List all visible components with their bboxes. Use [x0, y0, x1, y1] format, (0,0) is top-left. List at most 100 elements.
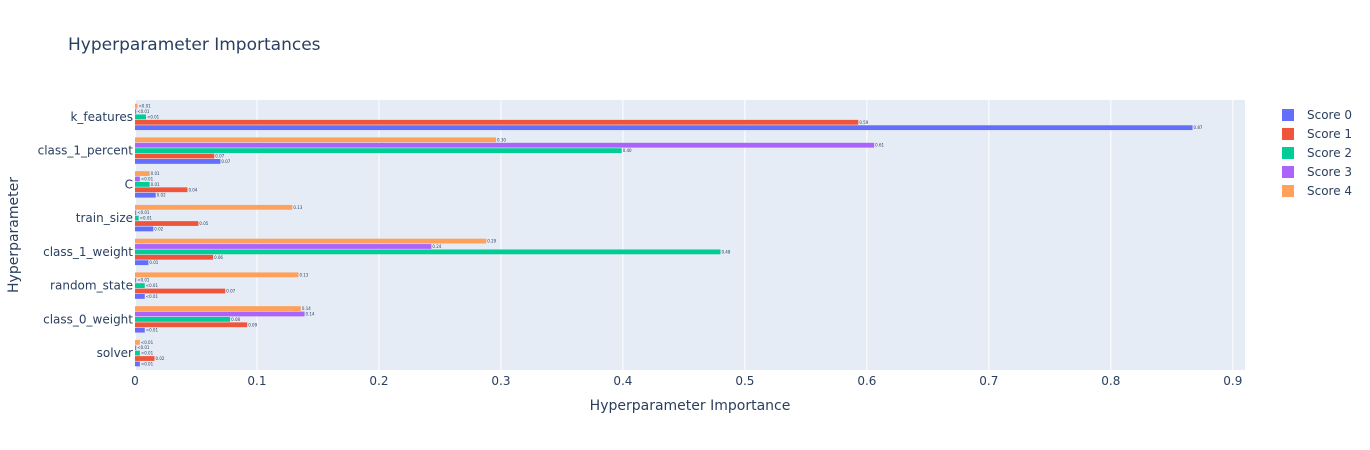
bar — [135, 283, 145, 289]
chart-title: Hyperparameter Importances — [68, 35, 321, 55]
x-tick-label: 0.7 — [979, 374, 998, 388]
bar — [135, 361, 140, 367]
bar-data-label: <0.01 — [146, 294, 159, 299]
bar — [135, 306, 301, 311]
bar-data-label: <0.01 — [137, 210, 150, 215]
bar — [135, 148, 622, 154]
bar-data-label: 0.06 — [214, 255, 223, 260]
bar-data-label: <0.01 — [137, 109, 150, 114]
bar — [135, 350, 140, 356]
bar-data-label: 0.48 — [721, 249, 730, 254]
bar-data-label: 0.61 — [875, 143, 884, 148]
bar — [135, 244, 432, 249]
bar-data-label: <0.01 — [147, 114, 160, 119]
bar-data-label: 0.08 — [231, 317, 240, 322]
legend-swatch — [1282, 109, 1294, 121]
bar — [135, 171, 150, 176]
legend-entry: Score 1 — [1307, 127, 1352, 141]
bar-data-label: 0.59 — [859, 120, 868, 125]
x-tick-label: 0.5 — [735, 374, 754, 388]
bar-data-label: <0.01 — [146, 283, 159, 288]
bar — [135, 345, 137, 351]
legend-swatch — [1282, 185, 1294, 197]
y-axis-title: Hyperparameter — [6, 177, 22, 293]
y-tick-label: C — [125, 177, 133, 191]
bar — [135, 249, 721, 255]
legend-entry: Score 4 — [1307, 184, 1352, 198]
bar-data-label: 0.01 — [151, 171, 160, 176]
y-tick-label: solver — [97, 346, 133, 360]
bar — [135, 221, 199, 226]
y-tick-label: train_size — [76, 211, 133, 225]
bar — [135, 192, 156, 198]
bar-data-label: <0.01 — [138, 104, 151, 109]
bar-data-label: <0.01 — [141, 176, 154, 181]
legend: Score 0 Score 1 Score 2 Score 3 Score 4 — [1282, 108, 1352, 198]
bar-data-label: <0.01 — [146, 328, 159, 333]
bar-data-label: 0.01 — [151, 182, 160, 187]
bar-data-label: <0.01 — [140, 216, 153, 221]
x-tick-label: 0.4 — [613, 374, 632, 388]
legend-swatch — [1282, 166, 1294, 178]
bar-data-label: 0.02 — [156, 356, 165, 361]
y-tick-label: random_state — [50, 279, 133, 293]
bar — [135, 103, 138, 109]
bar — [135, 238, 487, 244]
bar — [135, 316, 231, 322]
bar-data-label: <0.01 — [141, 340, 154, 345]
bar — [135, 327, 145, 333]
bar — [135, 254, 214, 260]
bar — [135, 125, 1193, 131]
bar-data-label: 0.13 — [299, 272, 308, 277]
bar — [135, 119, 859, 125]
bar-data-label: 0.07 — [221, 159, 230, 164]
bar-data-label: 0.07 — [215, 154, 224, 159]
bar — [135, 260, 149, 266]
x-tick-label: 0.2 — [369, 374, 388, 388]
bar — [135, 277, 137, 283]
bar — [135, 215, 139, 221]
bar — [135, 294, 145, 299]
x-axis-title: Hyperparameter Importance — [590, 398, 791, 414]
bar — [135, 159, 221, 164]
bar — [135, 311, 305, 317]
x-tick-label: 0 — [131, 374, 139, 388]
y-tick-label: k_features — [70, 110, 133, 124]
bar — [135, 272, 299, 278]
bar-data-label: 0.01 — [149, 260, 158, 265]
legend-swatch — [1282, 147, 1294, 159]
bar-data-label: 0.14 — [302, 306, 311, 311]
y-tick-label: class_1_weight — [43, 245, 133, 259]
x-tick-label: 0.1 — [247, 374, 266, 388]
y-tick-labels: k_features class_1_percent Ctrain_sizeclas… — [38, 110, 134, 360]
bar-data-label: 0.13 — [293, 205, 302, 210]
x-tick-label: 0.3 — [491, 374, 510, 388]
bar — [135, 153, 215, 159]
bar — [135, 322, 248, 328]
bar-data-label: <0.01 — [137, 278, 150, 283]
legend-entry: Score 3 — [1307, 165, 1352, 179]
bar — [135, 187, 188, 193]
bar-data-label: 0.30 — [497, 137, 506, 142]
x-tick-label: 0.9 — [1223, 374, 1242, 388]
bar-data-label: 0.09 — [248, 322, 257, 327]
bar — [135, 210, 137, 216]
legend-entry: Score 2 — [1307, 146, 1352, 160]
x-tick-labels: 0 0.1 0.2 0.3 0.4 0.5 0.6 0.7 0.8 0.9 — [131, 374, 1242, 388]
x-tick-label: 0.6 — [857, 374, 876, 388]
bar-data-label: 0.07 — [226, 289, 235, 294]
bar — [135, 226, 154, 232]
bar — [135, 356, 155, 361]
bar — [135, 109, 137, 114]
bar — [135, 142, 875, 148]
legend-swatch — [1282, 128, 1294, 140]
bar-data-label: 0.02 — [154, 226, 163, 231]
bar — [135, 137, 497, 143]
bars: 0.870.59<0.01<0.01<0.010.070.070.400.610… — [135, 103, 1203, 367]
bar — [135, 176, 140, 182]
x-tick-label: 0.8 — [1101, 374, 1120, 388]
bar — [135, 114, 146, 120]
bar — [135, 339, 140, 345]
bar-data-label: 0.24 — [432, 244, 441, 249]
